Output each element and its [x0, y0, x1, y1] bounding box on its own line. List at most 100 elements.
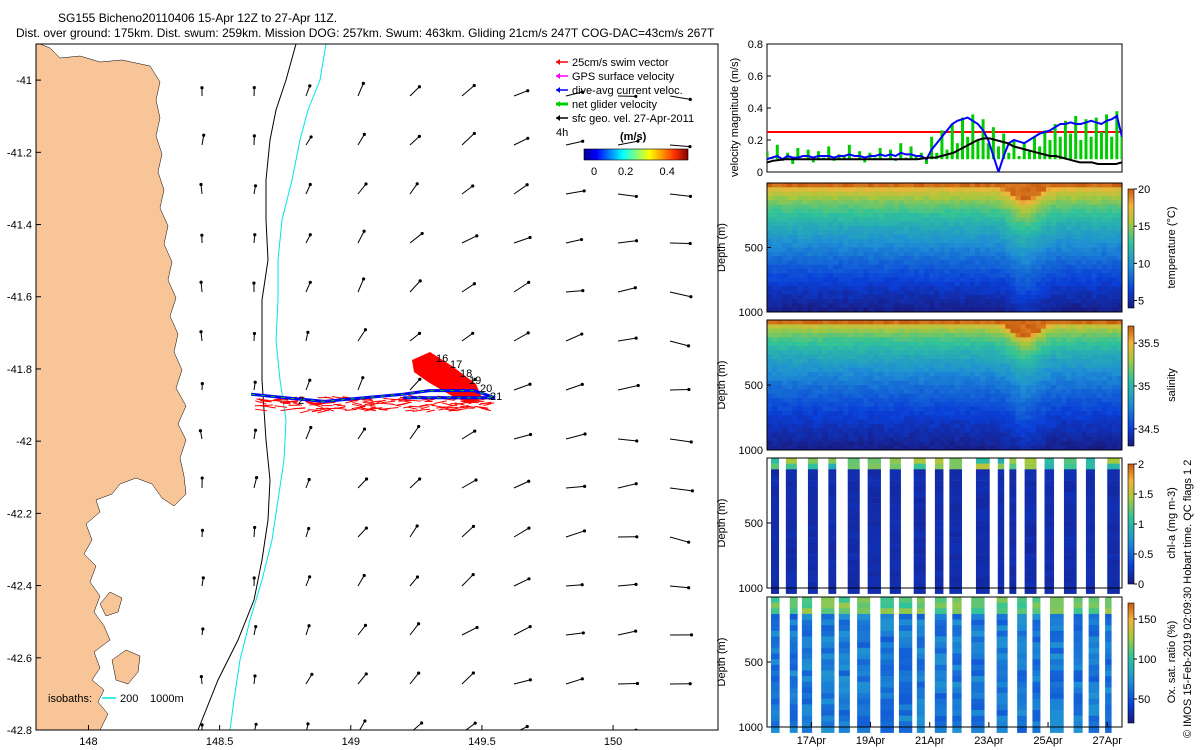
profile-cell — [812, 346, 819, 351]
profile-cell — [954, 367, 961, 373]
profile-cell — [847, 548, 860, 555]
profile-cell — [1005, 350, 1011, 356]
profile-cell — [898, 324, 905, 330]
profile-cell — [843, 380, 849, 386]
profile-cell — [1056, 380, 1062, 386]
profile-cell — [832, 424, 839, 429]
profile-cell — [792, 251, 798, 257]
profile-cell — [853, 277, 859, 283]
profile-cell — [812, 251, 819, 257]
profile-cell — [792, 385, 798, 390]
profile-cell — [995, 234, 1001, 240]
profile-cell — [954, 230, 961, 236]
profile-cell — [777, 299, 783, 304]
profile-cell — [863, 411, 869, 416]
profile-cell — [944, 307, 951, 313]
profile-cell — [812, 389, 819, 395]
profile-cell — [919, 307, 925, 313]
map-x-tick-label: 149.5 — [468, 736, 496, 748]
profile-cell — [1005, 200, 1011, 205]
profile-cell — [807, 226, 814, 231]
profile-cell — [847, 474, 860, 481]
profile-cell — [969, 243, 976, 248]
profile-cell — [1091, 204, 1098, 210]
profile-cell — [969, 269, 976, 274]
profile-cell — [873, 303, 880, 309]
isobath-1000-label: 1000m — [150, 693, 184, 705]
profile-cell — [995, 389, 1001, 395]
profile-cell — [929, 213, 935, 218]
profile-cell — [909, 432, 915, 438]
profile-cell — [985, 243, 991, 248]
profile-cell — [1051, 341, 1057, 347]
profile-cell — [1091, 393, 1098, 399]
profile-cell — [1015, 264, 1022, 270]
profile-cell — [995, 286, 1001, 291]
profile-cell — [898, 385, 905, 390]
profile-cell — [873, 281, 880, 287]
vector-arrow-head — [200, 723, 204, 727]
profile-cell — [792, 372, 798, 377]
profile-cell — [878, 260, 885, 266]
profile-cell — [1071, 195, 1077, 201]
profile-cell — [1010, 411, 1016, 416]
profile-cell — [909, 217, 915, 223]
profile-cell — [1096, 204, 1103, 210]
vector-arrow — [305, 576, 311, 587]
profile-cell — [898, 328, 905, 334]
profile-cell — [1106, 354, 1113, 360]
profile-cell — [888, 221, 895, 227]
profile-cell — [985, 437, 991, 442]
profile-cell — [1045, 406, 1052, 412]
profile-cell — [1045, 247, 1052, 253]
profile-cell — [772, 445, 778, 451]
profile-cell — [867, 469, 881, 476]
profile-cell — [1061, 432, 1067, 438]
profile-cell — [929, 208, 935, 214]
profile-cell — [944, 380, 951, 386]
vector-arrow-head — [526, 89, 530, 93]
legend-entry: GPS surface velocity — [572, 71, 675, 83]
profile-cell — [929, 303, 935, 309]
profile-cell — [792, 402, 798, 408]
profile-cell — [964, 303, 971, 309]
profile-cell — [873, 346, 880, 351]
profile-cell — [878, 424, 885, 429]
velocity-y-tick-label: 0 — [757, 167, 763, 179]
profile-cell — [1051, 200, 1057, 205]
profile-cell — [1005, 213, 1011, 218]
profile-cell — [954, 281, 961, 287]
profile-cell — [929, 385, 935, 390]
profile-cell — [929, 226, 935, 231]
profile-cell — [817, 385, 824, 390]
profile-cell — [969, 286, 976, 291]
profile-cell — [919, 324, 925, 330]
profile-cell — [1010, 299, 1016, 304]
profile-cell — [944, 195, 951, 201]
profile-cell — [1111, 359, 1118, 364]
profile-cell — [888, 230, 895, 236]
profile-cell — [1045, 307, 1052, 313]
profile-cell — [934, 359, 940, 364]
profile-cell — [843, 307, 849, 313]
profile-cell — [1096, 277, 1103, 283]
profile-cell — [868, 406, 874, 412]
swim-vector — [284, 400, 298, 403]
profile-cell — [1066, 204, 1072, 210]
profile-cell — [787, 234, 793, 240]
profile-cell — [934, 441, 940, 447]
profile-cell — [919, 281, 925, 287]
profile-cell — [1015, 389, 1022, 395]
profile-cell — [797, 419, 803, 425]
profile-cell — [863, 333, 869, 338]
profile-cell — [898, 187, 905, 193]
profile-cell — [812, 363, 819, 369]
profile-cell — [985, 299, 991, 304]
swim-vector — [405, 409, 415, 412]
profile-cell — [827, 415, 834, 421]
profile-cell — [827, 303, 834, 309]
profile-cell — [1030, 333, 1037, 338]
profile-cell — [888, 419, 895, 425]
profile-cell — [980, 415, 986, 421]
profile-cell — [873, 269, 880, 274]
